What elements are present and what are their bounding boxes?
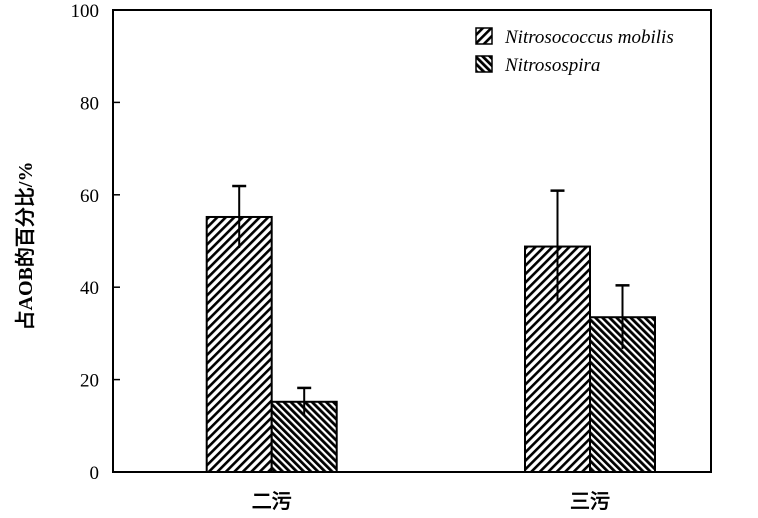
plot-frame: [112, 9, 712, 473]
bar: [270, 400, 338, 473]
y-tick-label: 80: [80, 93, 99, 114]
y-tick-label: 20: [80, 371, 99, 392]
x-tick-label: 三污: [570, 490, 610, 513]
legend-label: Nitrosospira: [504, 55, 600, 76]
y-tick-label: 100: [71, 1, 100, 22]
x-tick-label: 二污: [252, 490, 292, 513]
legend-swatch: [475, 27, 493, 45]
y-tick-label: 0: [90, 463, 100, 484]
bar: [205, 215, 273, 473]
legend-label: Nitrosococcus mobilis: [504, 27, 674, 48]
y-tick-label: 40: [80, 278, 99, 299]
legend-swatch: [475, 55, 493, 73]
y-axis-label: 占AOB的百分比/%: [13, 162, 37, 331]
y-tick-label: 60: [80, 186, 99, 207]
